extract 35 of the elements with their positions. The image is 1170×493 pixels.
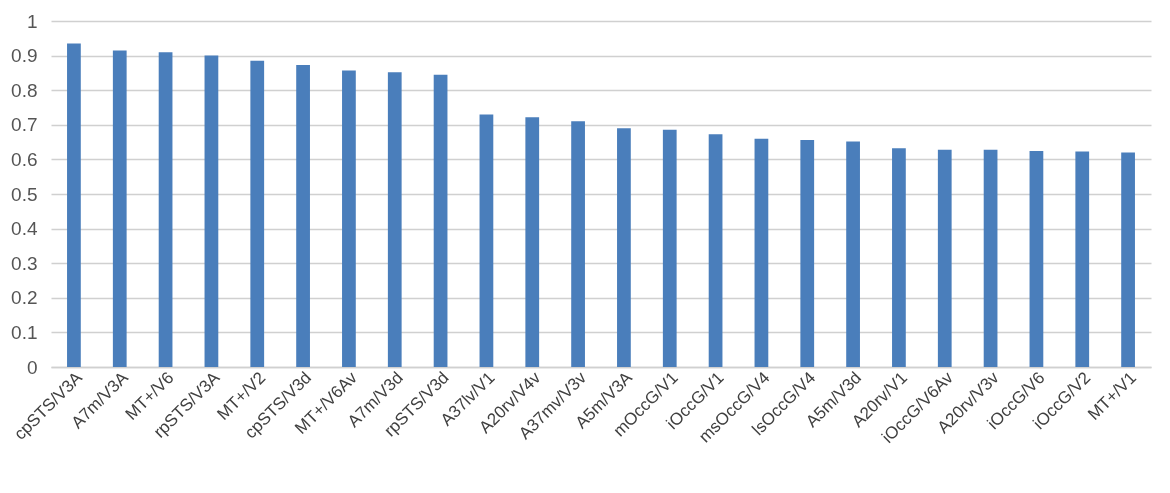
bar <box>983 149 998 367</box>
bar <box>1121 152 1135 367</box>
bar <box>892 148 906 367</box>
bar <box>250 60 265 367</box>
bar <box>708 134 723 367</box>
bar <box>571 121 585 367</box>
bar <box>67 43 81 367</box>
bar <box>433 74 448 367</box>
y-tick-label: 0 <box>26 356 38 378</box>
bar <box>754 138 769 367</box>
y-tick-label: 0.3 <box>11 252 38 274</box>
bar <box>662 129 677 367</box>
bar <box>1029 151 1044 367</box>
bar <box>846 141 860 367</box>
y-tick-label: 0.6 <box>11 148 38 170</box>
y-tick-label: 1 <box>26 10 38 32</box>
bar <box>525 117 540 367</box>
bar <box>800 140 815 367</box>
bar <box>479 114 494 367</box>
y-tick-label: 0.8 <box>11 79 38 101</box>
y-tick-label: 0.7 <box>11 114 38 136</box>
bar <box>342 70 356 367</box>
bar <box>158 52 173 367</box>
bar <box>617 128 631 367</box>
y-tick-label: 0.5 <box>11 183 38 205</box>
y-tick-label: 0.1 <box>11 321 38 343</box>
bar <box>204 55 219 367</box>
y-tick-label: 0.2 <box>11 287 38 309</box>
y-tick-label: 0.9 <box>11 45 38 67</box>
bar <box>387 72 402 367</box>
bar <box>112 50 127 367</box>
bar <box>937 149 952 367</box>
bar <box>296 64 310 367</box>
bar <box>1075 151 1090 367</box>
y-tick-label: 0.4 <box>11 218 38 240</box>
